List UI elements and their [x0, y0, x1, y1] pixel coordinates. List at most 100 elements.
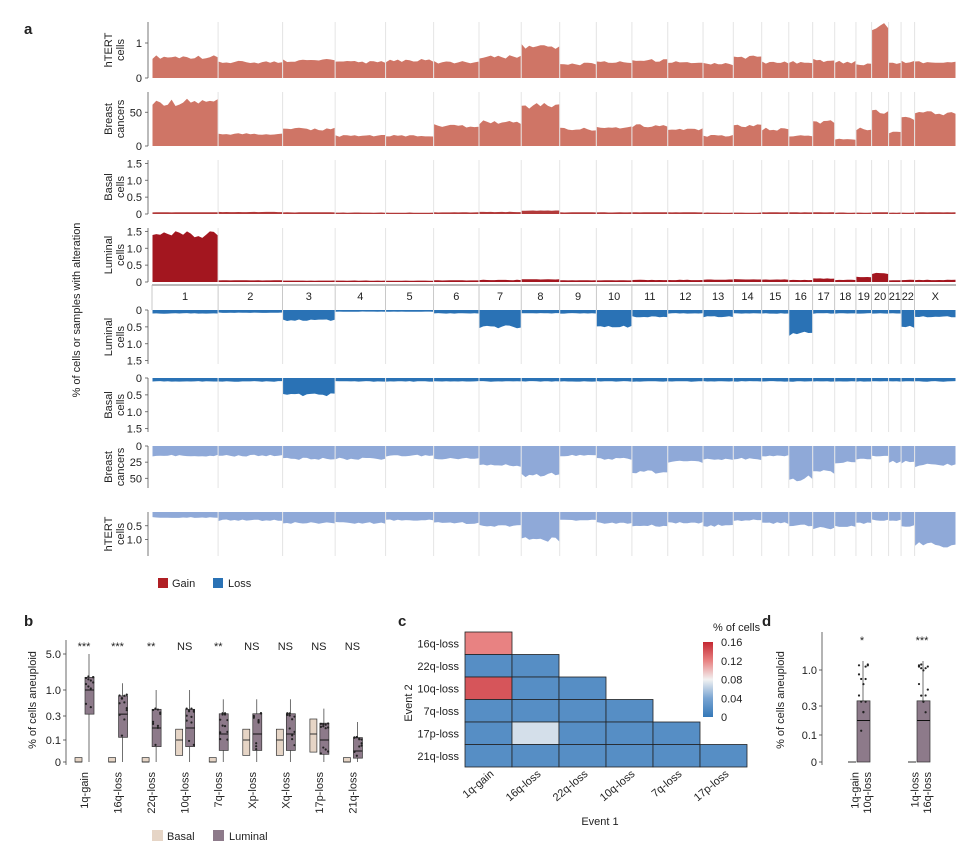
- data-point: [255, 742, 258, 745]
- track-label-line: Luminal: [103, 318, 115, 357]
- group-Xq-loss: NS Xq-loss: [275, 641, 296, 809]
- y-tick-label: 1.5: [127, 356, 142, 368]
- heatmap-cell: [558, 744, 607, 768]
- y-tick-label: 0.3: [802, 701, 817, 713]
- bar-chr-13: [703, 63, 733, 78]
- bar-chr-14: [733, 378, 762, 382]
- chromosome-label-7: 7: [497, 291, 503, 303]
- data-point: [259, 712, 263, 715]
- bar-chr-3: [283, 512, 335, 524]
- bar-chr-15: [762, 61, 789, 78]
- bar-chr-1: [152, 98, 218, 146]
- data-point: [156, 724, 160, 727]
- bar-chr-9: [560, 512, 596, 521]
- chromosome-label-9: 9: [575, 291, 581, 303]
- bar-chr-13: [703, 310, 733, 318]
- bar-chr-17: [813, 446, 835, 474]
- data-point: [926, 688, 929, 691]
- data-point: [917, 682, 921, 686]
- heatmap-row-label: 17p-loss: [417, 728, 459, 740]
- bar-chr-19: [856, 310, 872, 314]
- heatmap-cell: [558, 676, 607, 700]
- data-point: [860, 700, 863, 703]
- data-point: [922, 669, 925, 672]
- heatmap-colorbar-title: % of cells: [713, 622, 761, 634]
- legend-gain-label: Gain: [172, 578, 195, 590]
- bar-chr-8: [521, 279, 560, 282]
- bar-chr-6: [434, 212, 479, 214]
- significance-label: ***: [916, 635, 930, 647]
- data-point: [219, 731, 222, 734]
- bar-chr-7: [479, 211, 521, 214]
- data-point: [118, 702, 121, 705]
- heatmap-cell: [464, 676, 513, 700]
- bar-chr-20: [872, 512, 889, 521]
- bar-chr-11: [632, 446, 668, 474]
- bar-chr-12: [668, 310, 703, 314]
- data-point: [84, 676, 88, 680]
- heatmap-cell: [558, 721, 607, 745]
- bar-chr-10: [596, 126, 632, 146]
- track-gain-htert-cells: 1 0 hTERTcells: [103, 22, 956, 85]
- bar-chr-5: [386, 512, 434, 521]
- bar-chr-10: [596, 512, 632, 524]
- bar-chr-11: [632, 212, 668, 214]
- heatmap-cell: [699, 744, 748, 768]
- chromosome-label-6: 6: [453, 291, 459, 303]
- data-point: [87, 685, 90, 688]
- bar-chr-3: [283, 378, 335, 397]
- heatmap-row-label: 21q-loss: [417, 751, 459, 763]
- heatmap-row-label: 22q-loss: [417, 661, 459, 673]
- bar-chr-14: [733, 124, 762, 146]
- data-point: [326, 722, 330, 725]
- heatmap-cell: [464, 744, 513, 768]
- data-point: [221, 724, 224, 727]
- bar-chr-7: [479, 512, 521, 527]
- data-point: [319, 725, 322, 728]
- bar-chr-12: [668, 446, 703, 463]
- track-label-line: cancers: [115, 99, 127, 138]
- bar-chr-8: [521, 210, 560, 214]
- bar-chr-21: [889, 131, 901, 146]
- y-tick-label: 1.0: [46, 685, 61, 697]
- group-21q-loss: NS 21q-loss: [343, 641, 363, 814]
- data-point: [192, 743, 195, 746]
- bar-chr-6: [434, 280, 479, 282]
- bar-chr-9: [560, 446, 596, 457]
- group-1q-loss-16q-loss: *** 1q-loss16q-loss: [908, 635, 934, 814]
- bar-chr-18: [835, 512, 856, 527]
- bar-chr-9: [560, 62, 596, 78]
- bar-chr-5: [386, 59, 434, 78]
- group-Xp-loss: NS Xp-loss: [242, 641, 263, 809]
- bar-chr-10: [596, 446, 632, 460]
- data-point: [358, 738, 361, 741]
- y-tick-label: 0.5: [127, 390, 142, 402]
- bar-chr-16: [789, 378, 813, 382]
- colorbar-tick-label: 0.16: [721, 637, 742, 649]
- basal-box: [208, 757, 217, 763]
- bar-chr-4: [335, 212, 386, 214]
- data-point: [187, 710, 191, 713]
- data-point: [920, 667, 923, 670]
- bar-chr-1: [152, 310, 218, 314]
- data-point: [219, 738, 222, 741]
- chromosome-label-14: 14: [741, 291, 753, 303]
- y-tick-label: 5.0: [46, 649, 61, 661]
- bar-chr-7: [479, 120, 521, 146]
- bar-chr-12: [668, 378, 703, 382]
- data-point: [924, 667, 927, 670]
- group-22q-loss: ** 22q-loss: [141, 641, 162, 814]
- significance-label: ***: [111, 641, 125, 653]
- data-point: [355, 754, 358, 757]
- data-point: [87, 675, 90, 678]
- heatmap-col-label: 7q-loss: [650, 768, 685, 800]
- data-point: [123, 701, 126, 704]
- data-point: [187, 739, 191, 743]
- data-point: [291, 734, 294, 737]
- legend-loss-label: Loss: [228, 578, 252, 590]
- track-label-line: hTERT: [103, 516, 115, 551]
- track-label-line: hTERT: [103, 32, 115, 67]
- y-tick-label: 1.5: [127, 424, 142, 436]
- heatmap-cell: [464, 631, 513, 655]
